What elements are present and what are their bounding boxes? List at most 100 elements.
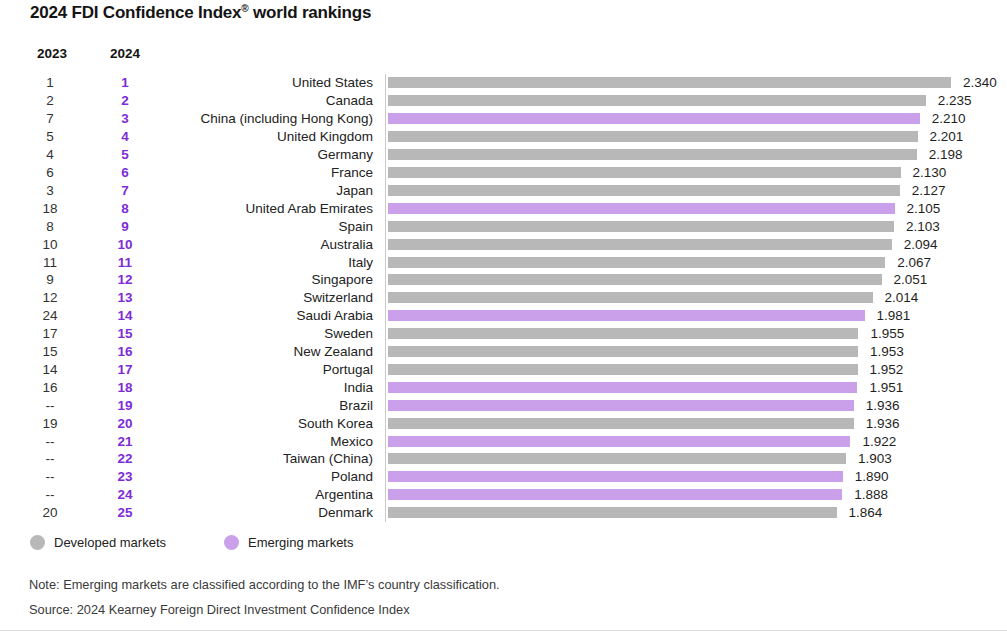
legend-label: Developed markets [54, 535, 166, 550]
bar-track: 1.953 [385, 343, 1007, 361]
bar-track: 2.105 [385, 199, 1007, 217]
bar-track: 2.051 [385, 271, 1007, 289]
rank-2024: 17 [97, 362, 153, 377]
rank-2023: 9 [25, 272, 75, 287]
rank-2024: 20 [97, 416, 153, 431]
chart-row: 24 14 Saudi Arabia 1.981 [0, 307, 1007, 325]
chart-row: -- 19 Brazil 1.936 [0, 396, 1007, 414]
chart-row: 12 13 Switzerland 2.014 [0, 289, 1007, 307]
value-bar [388, 382, 857, 393]
rank-2023: 6 [25, 165, 75, 180]
value-label: 1.952 [870, 362, 904, 377]
rank-2023: 19 [25, 416, 75, 431]
value-bar [388, 471, 843, 482]
chart-row: 19 20 South Korea 1.936 [0, 414, 1007, 432]
rank-2024: 16 [97, 344, 153, 359]
bar-track: 1.955 [385, 325, 1007, 343]
value-label: 2.210 [932, 111, 966, 126]
rank-2024: 14 [97, 308, 153, 323]
value-label: 2.103 [906, 219, 940, 234]
value-label: 1.981 [877, 308, 911, 323]
value-label: 2.198 [929, 147, 963, 162]
source-text: Source: 2024 Kearney Foreign Direct Inve… [29, 602, 410, 617]
bar-track: 1.951 [385, 378, 1007, 396]
rank-2024: 5 [97, 147, 153, 162]
value-bar [388, 418, 854, 429]
chart-row: -- 22 Taiwan (China) 1.903 [0, 450, 1007, 468]
rank-2023: 12 [25, 290, 75, 305]
value-label: 2.014 [885, 290, 919, 305]
chart-row: 6 6 France 2.130 [0, 164, 1007, 182]
chart-title-rest: world rankings [249, 3, 372, 22]
rank-2024: 7 [97, 183, 153, 198]
rank-2024: 21 [97, 434, 153, 449]
rank-2023: 20 [25, 505, 75, 520]
value-bar [388, 131, 918, 142]
rank-2024: 4 [97, 129, 153, 144]
bar-track: 2.235 [385, 92, 1007, 110]
value-label: 2.094 [904, 237, 938, 252]
rank-2023: 3 [25, 183, 75, 198]
chart-row: 10 10 Australia 2.094 [0, 235, 1007, 253]
chart-title: 2024 FDI Confidence Index® world ranking… [30, 3, 371, 23]
rank-2024: 12 [97, 272, 153, 287]
rank-2024: 6 [97, 165, 153, 180]
value-bar [388, 257, 885, 268]
value-bar [388, 167, 901, 178]
value-bar [388, 113, 920, 124]
rank-2024: 24 [97, 487, 153, 502]
country-label: Germany [153, 147, 378, 162]
bar-track: 1.888 [385, 486, 1007, 504]
chart-row: 16 18 India 1.951 [0, 378, 1007, 396]
country-label: Switzerland [153, 290, 378, 305]
country-label: Brazil [153, 398, 378, 413]
chart-row: 18 8 United Arab Emirates 2.105 [0, 199, 1007, 217]
rank-2023: 8 [25, 219, 75, 234]
chart-row: 5 4 United Kingdom 2.201 [0, 128, 1007, 146]
chart-row: 2 2 Canada 2.235 [0, 92, 1007, 110]
value-bar [388, 149, 917, 160]
value-label: 1.864 [849, 505, 883, 520]
rank-2024: 9 [97, 219, 153, 234]
value-bar [388, 507, 837, 518]
value-label: 2.235 [938, 93, 972, 108]
col-header-2023: 2023 [25, 46, 79, 61]
value-label: 2.201 [930, 129, 964, 144]
rank-2023: -- [25, 434, 75, 449]
rank-2024: 10 [97, 237, 153, 252]
country-label: Poland [153, 469, 378, 484]
value-bar [388, 489, 842, 500]
rank-2024: 11 [97, 255, 153, 270]
country-label: Mexico [153, 434, 378, 449]
country-label: United States [153, 75, 378, 90]
rank-2024: 22 [97, 451, 153, 466]
rank-2023: 4 [25, 147, 75, 162]
chart-row: 9 12 Singapore 2.051 [0, 271, 1007, 289]
value-bar [388, 310, 865, 321]
bar-chart: 1 1 United States 2.340 2 2 Canada 2.235… [0, 74, 1007, 522]
bar-track: 2.210 [385, 110, 1007, 128]
chart-row: 14 17 Portugal 1.952 [0, 361, 1007, 379]
rank-2024: 15 [97, 326, 153, 341]
value-bar [388, 274, 882, 285]
rank-2023: -- [25, 487, 75, 502]
value-label: 1.890 [855, 469, 889, 484]
value-bar [388, 203, 895, 214]
rank-2024: 1 [97, 75, 153, 90]
bar-track: 2.094 [385, 235, 1007, 253]
bar-track: 2.103 [385, 217, 1007, 235]
rank-2023: 1 [25, 75, 75, 90]
bar-track: 1.922 [385, 432, 1007, 450]
value-bar [388, 221, 894, 232]
bar-track: 2.198 [385, 146, 1007, 164]
country-label: China (including Hong Kong) [153, 111, 378, 126]
rank-2023: -- [25, 451, 75, 466]
bar-track: 1.864 [385, 504, 1007, 522]
country-label: Denmark [153, 505, 378, 520]
country-label: New Zealand [153, 344, 378, 359]
country-label: Portugal [153, 362, 378, 377]
value-bar [388, 185, 900, 196]
rank-2024: 2 [97, 93, 153, 108]
value-label: 1.953 [870, 344, 904, 359]
chart-row: 4 5 Germany 2.198 [0, 146, 1007, 164]
